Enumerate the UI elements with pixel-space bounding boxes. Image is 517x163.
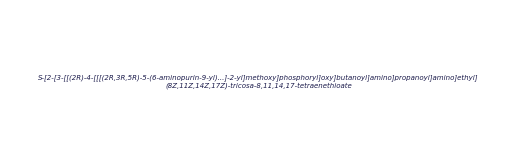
Text: S-[2-[3-[[(2R)-4-[[[(2R,3R,5R)-5-(6-aminopurin-9-yl)...]-2-yl]methoxy]phosphoryl: S-[2-[3-[[(2R)-4-[[[(2R,3R,5R)-5-(6-amin…	[38, 74, 479, 89]
